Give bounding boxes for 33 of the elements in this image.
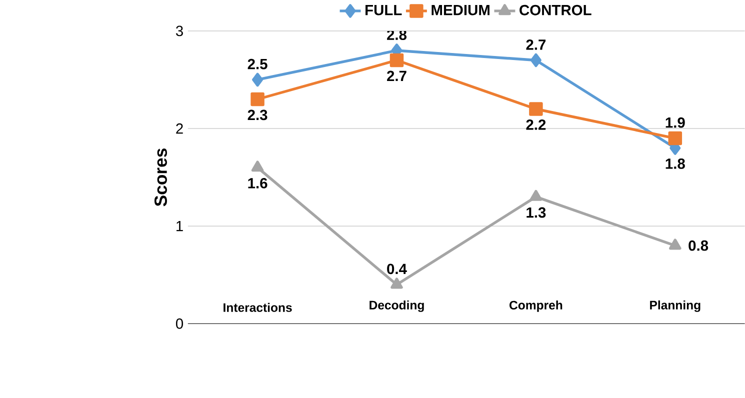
point [530, 53, 542, 68]
legend-label: MEDIUM [432, 5, 490, 16]
data-label: 0.4 [387, 264, 407, 274]
data-label: 2.7 [387, 70, 406, 82]
legend-label: CONTROL [520, 5, 592, 16]
data-label: 2.3 [248, 110, 268, 120]
y-tick-label: 1 [176, 221, 183, 232]
point [530, 190, 542, 202]
point [669, 238, 682, 250]
y-tick-label: 2 [176, 123, 183, 134]
point [668, 132, 682, 146]
x-tick-label: Compreh [510, 300, 562, 312]
y-axis-title: Scores [154, 148, 167, 206]
x-tick-label: Decoding [370, 300, 424, 312]
data-label: 0.8 [688, 240, 708, 251]
x-tick-label: Interactions [224, 303, 292, 312]
data-label: 2.7 [526, 40, 546, 50]
data-label: 2.2 [526, 120, 546, 130]
y-tick-label: 3 [176, 26, 183, 36]
data-label: 1.6 [248, 178, 268, 189]
point [529, 102, 543, 116]
data-label: 1.9 [666, 117, 685, 128]
point [250, 92, 264, 106]
point [390, 53, 404, 68]
data-label: 2.5 [248, 58, 268, 70]
data-label: 1.8 [666, 158, 685, 170]
y-tick-label: 0 [176, 318, 184, 329]
data-label: 1.3 [526, 207, 546, 218]
legend-label: FULL [366, 5, 402, 16]
point [390, 278, 403, 289]
point [251, 160, 264, 172]
x-tick-label: Planning [650, 300, 700, 312]
point [252, 72, 264, 87]
